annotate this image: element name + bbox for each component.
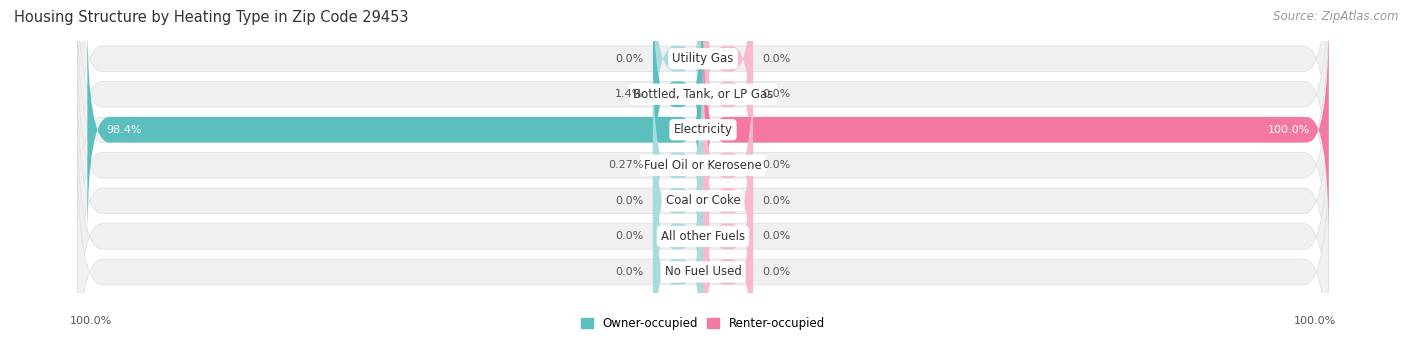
FancyBboxPatch shape [77, 0, 1329, 259]
Text: Coal or Coke: Coal or Coke [665, 194, 741, 207]
FancyBboxPatch shape [87, 18, 703, 241]
Text: 0.0%: 0.0% [616, 54, 644, 64]
Text: Electricity: Electricity [673, 123, 733, 136]
FancyBboxPatch shape [77, 0, 1329, 224]
FancyBboxPatch shape [652, 0, 703, 206]
Text: 0.0%: 0.0% [616, 196, 644, 206]
FancyBboxPatch shape [652, 54, 703, 277]
Text: 0.0%: 0.0% [762, 160, 790, 170]
FancyBboxPatch shape [77, 36, 1329, 295]
FancyBboxPatch shape [652, 0, 703, 170]
FancyBboxPatch shape [652, 89, 703, 312]
Text: 0.0%: 0.0% [762, 196, 790, 206]
Text: Bottled, Tank, or LP Gas: Bottled, Tank, or LP Gas [633, 88, 773, 101]
FancyBboxPatch shape [703, 18, 1329, 241]
FancyBboxPatch shape [77, 143, 1329, 341]
Text: 100.0%: 100.0% [70, 315, 112, 326]
FancyBboxPatch shape [703, 89, 754, 312]
Text: 100.0%: 100.0% [1268, 125, 1310, 135]
Text: 1.4%: 1.4% [616, 89, 644, 99]
Text: 0.27%: 0.27% [607, 160, 644, 170]
FancyBboxPatch shape [77, 107, 1329, 341]
Text: 0.0%: 0.0% [762, 267, 790, 277]
FancyBboxPatch shape [703, 125, 754, 341]
FancyBboxPatch shape [703, 54, 754, 277]
Text: Source: ZipAtlas.com: Source: ZipAtlas.com [1274, 10, 1399, 23]
Text: 0.0%: 0.0% [616, 232, 644, 241]
Text: 0.0%: 0.0% [616, 267, 644, 277]
Text: 98.4%: 98.4% [105, 125, 142, 135]
Text: 100.0%: 100.0% [1294, 315, 1336, 326]
FancyBboxPatch shape [703, 0, 754, 170]
FancyBboxPatch shape [652, 160, 703, 341]
FancyBboxPatch shape [77, 72, 1329, 330]
Text: 0.0%: 0.0% [762, 54, 790, 64]
FancyBboxPatch shape [652, 125, 703, 341]
Text: Housing Structure by Heating Type in Zip Code 29453: Housing Structure by Heating Type in Zip… [14, 10, 409, 25]
Text: 0.0%: 0.0% [762, 232, 790, 241]
Text: 0.0%: 0.0% [762, 89, 790, 99]
FancyBboxPatch shape [77, 0, 1329, 188]
Text: All other Fuels: All other Fuels [661, 230, 745, 243]
FancyBboxPatch shape [703, 160, 754, 341]
Legend: Owner-occupied, Renter-occupied: Owner-occupied, Renter-occupied [576, 313, 830, 335]
Text: Utility Gas: Utility Gas [672, 52, 734, 65]
Text: Fuel Oil or Kerosene: Fuel Oil or Kerosene [644, 159, 762, 172]
FancyBboxPatch shape [703, 0, 754, 206]
Text: No Fuel Used: No Fuel Used [665, 265, 741, 279]
